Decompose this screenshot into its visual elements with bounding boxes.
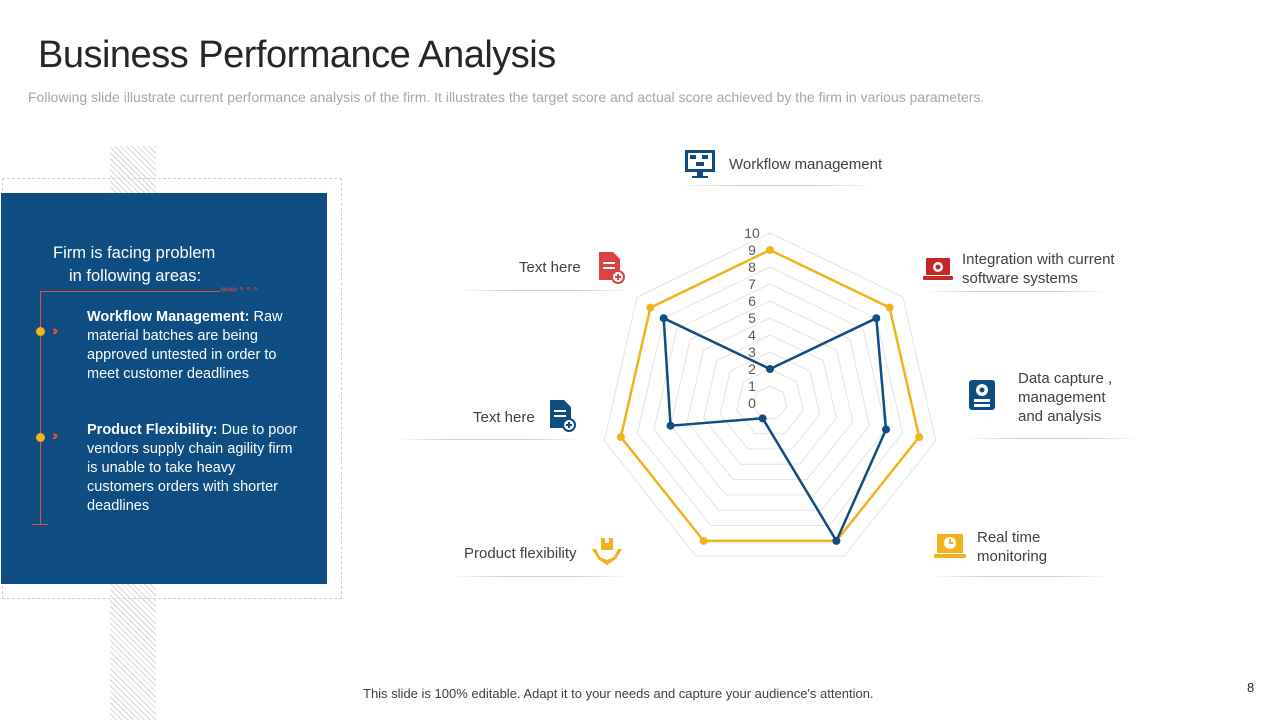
series-point [766, 365, 774, 373]
tick-label: 4 [748, 327, 756, 343]
label-product-flexibility: Product flexibility [464, 545, 577, 562]
series-point [758, 414, 767, 423]
tick-label: 5 [748, 310, 756, 326]
tick-label: 1 [748, 378, 756, 394]
laptop-clock-icon [934, 534, 966, 558]
grid-ring [670, 300, 870, 496]
timeline-top-line [40, 291, 220, 292]
series-point [882, 425, 891, 434]
page-title: Business Performance Analysis [38, 34, 556, 76]
label-data-capture-line1: Data capture , [1018, 370, 1113, 387]
tick-label: 9 [748, 242, 756, 258]
problem-item-text: Due to poor vendors supply chain agility… [87, 422, 298, 514]
grid-ring [653, 283, 887, 511]
underline [676, 185, 876, 186]
series-point [659, 314, 668, 323]
flowchart-monitor-icon [685, 150, 715, 178]
series-point [872, 314, 881, 323]
label-data-capture: Data capture , management and analysis [1018, 369, 1112, 426]
series-point [646, 303, 655, 312]
grid-ring [686, 317, 854, 481]
label-text-here-top: Text here [519, 259, 581, 276]
timeline-dot [36, 433, 45, 442]
tick-label: 6 [748, 293, 756, 309]
radar-series [616, 246, 924, 545]
series-point [915, 433, 924, 442]
label-integration: Integration with current software system… [962, 250, 1115, 288]
problem-panel [1, 193, 327, 584]
problem-item-title: Workflow Management: [87, 309, 250, 325]
underline [962, 438, 1142, 439]
grid-ring [620, 249, 920, 542]
underline [455, 290, 635, 291]
underline [450, 576, 630, 577]
label-integration-line2: software systems [962, 270, 1078, 287]
footer-note: This slide is 100% editable. Adapt it to… [363, 686, 874, 701]
stripe-decoration-top [110, 146, 156, 193]
problem-item-title: Product Flexibility: [87, 422, 218, 438]
label-workflow-management: Workflow management [729, 156, 883, 173]
grid-ring [636, 266, 904, 527]
series-point [832, 536, 841, 545]
grid-ring [752, 385, 788, 419]
page-subtitle: Following slide illustrate current perfo… [28, 89, 985, 105]
label-text-here-left: Text here [473, 409, 535, 426]
grid-ring [719, 351, 821, 450]
panel-heading-line1: Firm is facing problem [53, 244, 216, 262]
underline [930, 576, 1110, 577]
radar-grid [603, 232, 937, 557]
series-line-1 [619, 248, 921, 543]
problem-item: Product Flexibility: Due to poor vendors… [87, 421, 302, 516]
grid-ring [736, 368, 804, 435]
double-chevron-icon: ››››››› ∘ ∘ ∘ [220, 284, 258, 295]
page-number: 8 [1247, 680, 1255, 695]
series-point [699, 536, 708, 545]
label-real-time-line2: monitoring [977, 548, 1048, 565]
panel-heading-line2: in following areas: [69, 267, 202, 285]
timeline-dot [36, 327, 45, 336]
data-gear-icon [969, 380, 995, 410]
series-point [766, 246, 774, 254]
label-real-time: Real time monitoring [977, 528, 1047, 566]
document-add-icon [550, 400, 576, 432]
tick-label: 3 [748, 344, 756, 360]
underline [395, 439, 585, 440]
tick-label: 0 [748, 395, 756, 411]
hands-box-icon [592, 538, 622, 565]
tick-label: 2 [748, 361, 756, 377]
timeline-end-line [32, 524, 48, 525]
series-line-2 [662, 316, 888, 544]
label-data-capture-line3: and analysis [1018, 408, 1102, 425]
timeline-line [40, 291, 41, 524]
label-integration-line1: Integration with current [962, 251, 1115, 268]
problem-item-text: Raw material batches are being approved … [87, 309, 283, 382]
label-data-capture-line2: management [1018, 389, 1106, 406]
panel-heading: Firm is facing problem in following area… [53, 242, 243, 288]
underline [922, 291, 1112, 292]
label-real-time-line1: Real time [977, 529, 1041, 546]
problem-item: Workflow Management: Raw material batche… [87, 308, 302, 384]
grid-ring [703, 334, 837, 465]
tick-label: 8 [748, 259, 756, 275]
series-point [616, 433, 625, 442]
series-point [885, 303, 894, 312]
tick-label: 7 [748, 276, 756, 292]
series-point [666, 421, 675, 430]
grid-ring [603, 232, 937, 557]
tick-label: 10 [744, 225, 760, 241]
stripe-decoration-bottom [110, 584, 156, 720]
laptop-integration-icon [923, 258, 953, 280]
document-add-icon [599, 252, 625, 284]
